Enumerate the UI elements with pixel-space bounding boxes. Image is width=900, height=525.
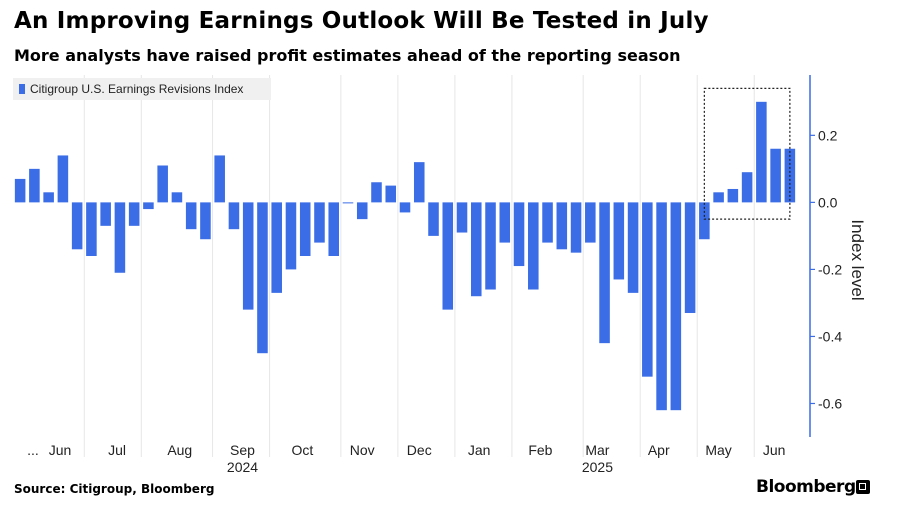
bar — [670, 202, 682, 411]
bar — [57, 155, 69, 203]
bar — [371, 182, 382, 203]
x-tick-label: Mar — [585, 442, 609, 458]
bar — [228, 202, 240, 230]
bar — [285, 202, 297, 270]
y-axis: 0.2 0.0 -0.2 -0.4 -0.6 Index level — [809, 75, 867, 437]
y-tick-label: -0.4 — [818, 328, 842, 344]
bar — [470, 202, 482, 297]
x-tick-label: Jan — [468, 442, 491, 458]
bar — [413, 162, 425, 203]
bar — [14, 178, 26, 203]
bar — [528, 202, 539, 290]
bar — [627, 202, 639, 293]
bar — [185, 202, 197, 230]
x-tick-label: Dec — [407, 442, 432, 458]
chart-subtitle: More analysts have raised profit estimat… — [14, 46, 681, 65]
x-tick-label: Feb — [528, 442, 552, 458]
brand-logo-text: Bloomberg — [756, 477, 856, 497]
bar — [200, 202, 211, 240]
bar — [171, 192, 183, 203]
legend-entry: Citigroup U.S. Earnings Revisions Index — [30, 82, 243, 96]
bar — [556, 202, 568, 250]
y-tick-label: 0.2 — [818, 127, 838, 143]
bar — [71, 202, 83, 250]
bloomberg-icon — [856, 480, 870, 494]
x-tick-label: Aug — [167, 442, 192, 458]
bar — [513, 202, 525, 267]
bar — [542, 202, 553, 243]
bar — [570, 202, 582, 253]
bar — [299, 202, 311, 256]
bar — [585, 202, 596, 243]
bar — [613, 202, 625, 280]
x-tick-label: Oct — [291, 442, 313, 458]
bar-series — [14, 101, 796, 411]
bar — [756, 101, 767, 203]
bar — [157, 165, 168, 203]
source-note: Source: Citigroup, Bloomberg — [14, 482, 215, 496]
bar — [385, 185, 397, 203]
x-axis: ... Jun Jul Aug Sep Oct Nov Dec Jan Feb Mar Apr May J… — [27, 442, 785, 475]
bar — [485, 202, 496, 290]
bar — [356, 202, 368, 220]
bar — [428, 202, 439, 236]
x-tick-label: Nov — [350, 442, 375, 458]
legend-box — [13, 78, 271, 100]
bar — [29, 168, 40, 203]
bar — [442, 202, 454, 310]
bar — [257, 202, 268, 354]
legend: Citigroup U.S. Earnings Revisions Index — [13, 78, 271, 100]
bar — [642, 202, 653, 377]
bar — [214, 155, 225, 203]
bar — [342, 202, 354, 204]
bar — [271, 202, 282, 293]
bar — [43, 192, 54, 203]
y-tick-label: -0.2 — [818, 261, 842, 277]
bar — [128, 202, 140, 226]
x-tick-label: Sep — [230, 442, 255, 458]
y-axis-title: Index level — [848, 219, 867, 300]
x-tick-label: ... — [27, 442, 39, 458]
legend-swatch — [19, 84, 25, 94]
bar — [314, 202, 325, 243]
bar — [656, 202, 667, 411]
x-year-label: 2024 — [227, 459, 258, 475]
bar — [242, 202, 254, 310]
x-tick-label: Jul — [108, 442, 126, 458]
bar — [456, 202, 468, 233]
grid — [83, 75, 755, 457]
x-tick-label: Apr — [648, 442, 670, 458]
bar — [770, 148, 781, 203]
bar — [328, 202, 340, 256]
bar — [727, 188, 739, 203]
bar — [684, 202, 696, 313]
y-tick-label: 0.0 — [818, 194, 838, 210]
bar — [143, 202, 154, 210]
bar — [100, 202, 111, 226]
bar — [114, 202, 126, 273]
x-tick-label: Jun — [763, 442, 786, 458]
x-year-label: 2025 — [582, 459, 613, 475]
chart-title: An Improving Earnings Outlook Will Be Te… — [14, 8, 709, 34]
x-tick-label: May — [705, 442, 731, 458]
y-tick-label: -0.6 — [818, 395, 842, 411]
bar — [599, 202, 610, 344]
bar — [399, 202, 411, 213]
bar — [713, 192, 724, 203]
x-tick-label: Jun — [49, 442, 72, 458]
bar — [699, 202, 710, 240]
bar — [741, 172, 753, 203]
bar — [499, 202, 511, 243]
bar — [86, 202, 97, 256]
